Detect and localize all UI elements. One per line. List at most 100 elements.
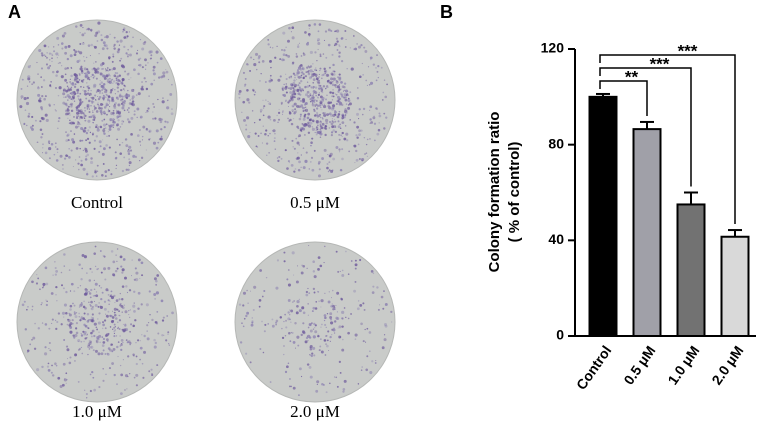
colony <box>128 102 132 105</box>
colony <box>361 62 363 65</box>
colony <box>144 68 147 70</box>
colony <box>55 109 57 112</box>
colony <box>169 93 173 96</box>
colony <box>377 128 381 132</box>
colony <box>261 60 265 63</box>
colony <box>134 155 138 159</box>
colony <box>318 92 320 94</box>
colony <box>324 72 327 75</box>
colony <box>67 117 69 119</box>
colony <box>63 378 67 382</box>
colony <box>91 320 94 323</box>
colony <box>331 53 334 56</box>
colony <box>297 135 300 138</box>
colony <box>78 73 81 76</box>
colony <box>105 313 107 315</box>
colony <box>75 111 79 115</box>
colony <box>314 327 316 329</box>
colony <box>299 99 303 103</box>
colony <box>141 81 143 83</box>
colony <box>160 75 164 79</box>
colony <box>301 306 305 310</box>
colony <box>31 115 34 119</box>
colony <box>97 89 100 92</box>
colony <box>371 360 374 363</box>
colony <box>77 339 81 343</box>
colony <box>311 127 315 131</box>
colony <box>23 122 26 125</box>
colony <box>302 52 305 55</box>
colony <box>87 75 89 78</box>
colony <box>123 109 126 112</box>
colony <box>102 74 106 78</box>
colony <box>74 76 77 79</box>
colony <box>339 127 342 129</box>
colony <box>370 270 374 273</box>
colony <box>323 67 326 71</box>
colony <box>36 61 38 64</box>
colony <box>261 320 263 323</box>
colony <box>321 77 323 80</box>
colony <box>326 162 329 165</box>
colony <box>90 331 93 335</box>
colony <box>66 57 70 61</box>
colony <box>97 305 100 308</box>
colony <box>320 306 322 308</box>
colony <box>318 79 320 82</box>
colony <box>99 90 102 92</box>
dish-caption: 0.5 μM <box>290 193 340 212</box>
colony <box>297 152 299 154</box>
colony <box>307 65 310 67</box>
colony <box>285 73 287 75</box>
colony <box>67 86 70 89</box>
colony <box>97 127 99 129</box>
colony <box>133 113 136 116</box>
colony <box>353 35 355 37</box>
colony <box>311 99 313 102</box>
colony <box>54 362 57 365</box>
colony <box>313 23 317 26</box>
colony <box>86 153 90 157</box>
colony <box>88 301 90 303</box>
colony <box>69 78 72 80</box>
colony <box>333 332 336 334</box>
colony <box>64 78 68 82</box>
colony <box>278 155 281 159</box>
colony <box>311 126 314 128</box>
colony <box>122 83 124 85</box>
colony <box>109 106 111 108</box>
colony <box>336 291 340 295</box>
colony <box>144 64 147 67</box>
colony <box>154 117 157 120</box>
colony <box>245 352 248 355</box>
colony <box>386 83 388 86</box>
colony <box>329 340 331 342</box>
colony <box>69 322 73 326</box>
colony <box>133 302 135 304</box>
colony <box>107 130 110 133</box>
colony <box>331 334 333 336</box>
colony <box>338 134 340 136</box>
colony <box>48 103 51 106</box>
colony <box>46 365 50 368</box>
colony <box>337 327 339 329</box>
colony <box>48 146 52 151</box>
colony <box>269 118 272 121</box>
colony <box>281 113 284 115</box>
colony <box>124 310 128 314</box>
colony <box>96 170 99 173</box>
colony <box>101 173 104 177</box>
colony <box>65 131 67 133</box>
colony <box>56 300 58 302</box>
colony <box>90 30 93 32</box>
colony <box>127 48 129 51</box>
colony <box>336 29 340 33</box>
colony <box>86 171 88 173</box>
colony <box>53 153 56 156</box>
colony <box>123 84 126 87</box>
colony <box>332 104 336 108</box>
colony <box>55 285 58 289</box>
colony <box>279 316 283 319</box>
colony <box>320 299 324 303</box>
colony <box>358 75 362 79</box>
